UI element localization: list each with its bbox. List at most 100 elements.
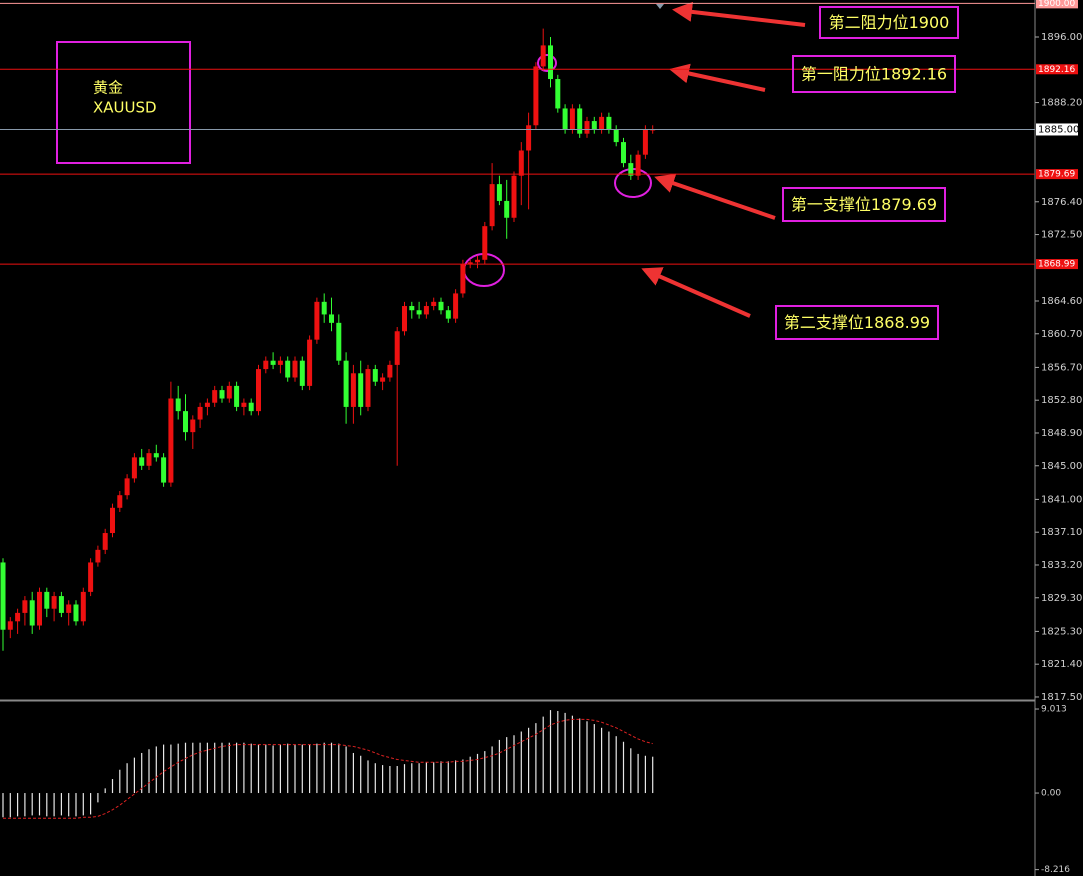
marker-triangle xyxy=(656,4,664,9)
y-tick-label: 1841.00 xyxy=(1041,494,1082,505)
candle-body xyxy=(51,596,57,609)
candle-body xyxy=(307,339,313,386)
candle-body xyxy=(372,369,378,382)
candle-body xyxy=(44,591,50,609)
y-tick-label: 1837.10 xyxy=(1041,527,1082,538)
candle-body xyxy=(635,154,641,176)
candle-body xyxy=(621,142,626,164)
candle-body xyxy=(219,390,225,399)
candle-body xyxy=(533,66,539,126)
candle-body xyxy=(102,533,108,550)
level-note-box xyxy=(819,6,959,39)
candle-body xyxy=(380,377,386,382)
candle-body xyxy=(263,360,269,370)
candle-body xyxy=(110,507,115,534)
candle-body xyxy=(131,457,137,479)
candle-body xyxy=(175,398,181,412)
candle-body xyxy=(555,79,561,109)
candle-body xyxy=(489,184,495,227)
candle-body xyxy=(526,125,532,151)
candle-body xyxy=(423,306,429,315)
arrow xyxy=(654,173,776,220)
candle-body xyxy=(270,360,276,365)
candle-body xyxy=(606,116,612,130)
candle-body xyxy=(540,45,546,67)
y-tick-label: -8.216 xyxy=(1041,865,1070,875)
y-tick-label: 9.013 xyxy=(1041,705,1067,715)
candle-body xyxy=(234,385,240,407)
candle-body xyxy=(496,184,502,201)
candle-body xyxy=(628,163,634,176)
candle-body xyxy=(350,373,356,407)
candle-body xyxy=(299,360,305,386)
candle-body xyxy=(453,293,459,319)
candle-body xyxy=(15,612,21,622)
price-tag-label: 1892.16 xyxy=(1038,65,1075,75)
candle-body xyxy=(22,600,28,613)
y-tick-label: 1896.00 xyxy=(1041,32,1082,43)
candle-body xyxy=(460,263,466,294)
price-tag-label: 1900.00 xyxy=(1038,0,1075,9)
candle-body xyxy=(482,226,488,260)
candle-body xyxy=(29,600,35,626)
candle-body xyxy=(58,596,64,613)
candle-body xyxy=(66,604,72,613)
candle-body xyxy=(431,301,437,307)
y-tick-label: 1817.50 xyxy=(1041,692,1082,703)
arrow xyxy=(641,267,751,318)
candle-body xyxy=(387,364,393,378)
candle-body xyxy=(146,453,152,466)
y-tick-label: 1829.30 xyxy=(1041,593,1082,604)
level-note-box xyxy=(792,55,956,93)
candle-body xyxy=(504,200,510,218)
price-tag-label: 1879.69 xyxy=(1038,170,1075,180)
y-tick-label: 1860.70 xyxy=(1041,329,1082,340)
candle-body xyxy=(518,150,524,176)
candle-body xyxy=(358,373,364,407)
price-tag xyxy=(1036,0,1078,9)
candle-body xyxy=(226,385,232,399)
y-tick-label: 0.00 xyxy=(1041,789,1061,799)
candle-body xyxy=(402,306,407,332)
candle-body xyxy=(190,419,196,433)
last-price-label: 1885.00 xyxy=(1038,124,1079,135)
level-note-box xyxy=(782,187,946,222)
candle-body xyxy=(139,457,145,466)
candle-body xyxy=(599,116,605,130)
candle-body xyxy=(241,402,247,407)
candle-body xyxy=(438,301,444,311)
price-tag xyxy=(1036,259,1078,270)
candle-body xyxy=(212,390,218,403)
candle-body xyxy=(80,591,86,622)
candle-body xyxy=(445,310,451,319)
candle-body xyxy=(197,406,203,420)
candle-body xyxy=(336,322,342,361)
level-note: 第一支撑位1879.69 xyxy=(791,195,937,214)
candle-body xyxy=(204,402,210,407)
level-note-box xyxy=(775,305,939,340)
y-tick-label: 1888.20 xyxy=(1041,98,1082,109)
y-tick-label: 1856.70 xyxy=(1041,362,1082,373)
candle-body xyxy=(511,175,517,218)
candle-body xyxy=(467,262,473,264)
candle-body xyxy=(117,495,123,508)
candle-body xyxy=(161,457,167,483)
candle-body xyxy=(562,108,568,130)
plot xyxy=(0,28,656,819)
price-tag-label: 1868.99 xyxy=(1038,260,1075,270)
y-tick-label: 1845.00 xyxy=(1041,461,1082,472)
candle-body xyxy=(642,129,648,155)
candle-body xyxy=(95,549,101,563)
symbol-box xyxy=(56,41,191,164)
candle-body xyxy=(394,331,400,365)
candle-body xyxy=(329,314,334,323)
y-tick-label: 1852.80 xyxy=(1041,395,1082,406)
y-tick-label: 1833.20 xyxy=(1041,560,1082,571)
candle-body xyxy=(256,369,261,412)
symbol-code: XAUUSD xyxy=(93,99,157,117)
arrow xyxy=(672,1,806,27)
candle-body xyxy=(475,259,480,263)
signal-line xyxy=(3,718,653,819)
